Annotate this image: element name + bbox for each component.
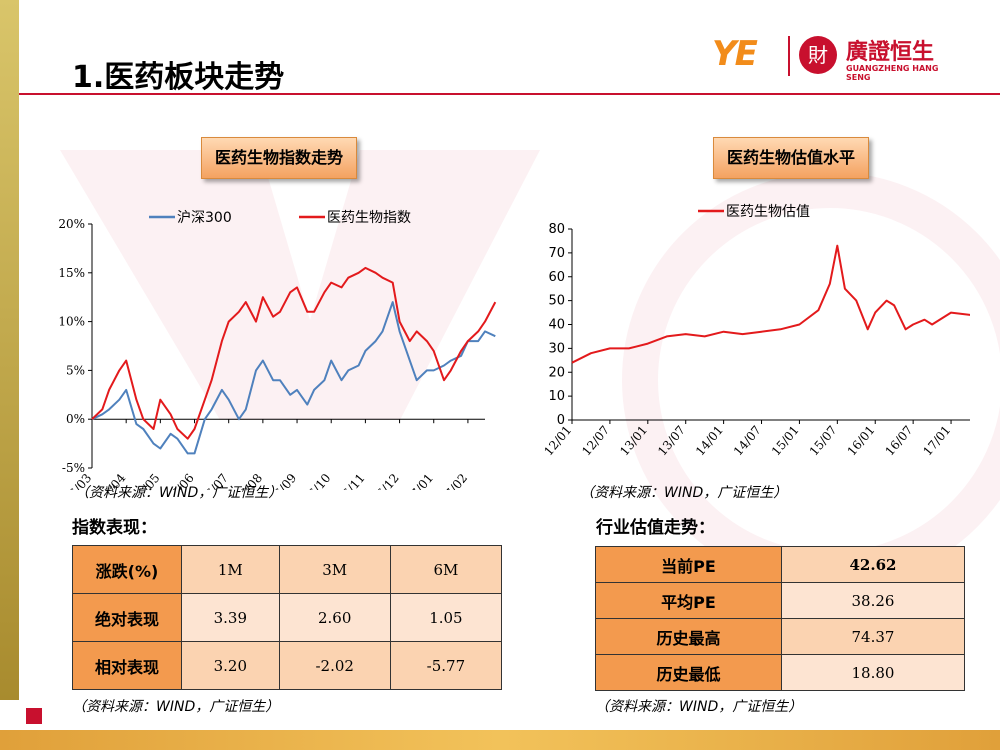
left-chart-source: （资料来源：WIND，广证恒生） [75,485,283,501]
x-tick-label: 15/07 [807,423,840,458]
x-tick-label: 16/10 [301,471,334,490]
table-header-row: 涨跌(%) 1M 3M 6M [72,545,503,594]
x-tick-label: 13/07 [655,423,688,458]
left-chart-heading: 医药生物指数走势 [201,137,358,179]
valuation-table: 当前PE 42.62 平均PE 38.26 历史最高 74.37 历史最低 18… [595,546,965,691]
y-tick-label: 40 [548,318,565,333]
table-row: 历史最高 74.37 [595,618,965,655]
row-label: 历史最高 [595,618,782,655]
valuation-source: （资料来源：WIND，广证恒生） [595,699,803,715]
table-cell: 74.37 [781,618,965,655]
table-cell: -5.77 [389,641,503,690]
table-row: 当前PE 42.62 [595,546,965,583]
x-tick-label: 16/12 [369,471,402,490]
y-tick-label: 0 [557,413,565,428]
title-divider [19,93,1000,95]
pharma-index-trend-chart: -5%0%5%10%15%20%16/03 16/04 16/05 16/06 16/0… [58,210,497,490]
table-header-cell: 3M [278,545,391,594]
table-row: 绝对表现 3.39 2.60 1.05 [72,593,503,642]
row-label: 平均PE [595,582,782,619]
x-tick-label: 13/01 [617,423,650,458]
legend-label: 医药生物估值 [726,204,810,220]
valuation-subheading: 行业估值走势： [596,518,715,538]
table-cell: 3.20 [181,641,280,690]
x-tick-label: 17/01 [403,471,436,490]
x-tick-label: 14/07 [731,423,764,458]
x-tick-label: 16/07 [882,423,915,458]
table-row: 平均PE 38.26 [595,582,965,619]
series-line-0 [571,244,970,364]
table-row: 历史最低 18.80 [595,654,965,691]
left-accent-bar [0,0,19,700]
y-tick-label: 30 [548,341,565,356]
logo-name-en: GUANGZHENG HANG SENG [846,64,939,82]
series-line-1 [91,266,497,440]
x-tick-label: 15/01 [769,423,802,458]
logo-separator [788,36,790,76]
performance-table: 涨跌(%) 1M 3M 6M 绝对表现 3.39 2.60 1.05 相对表现 … [72,545,503,690]
table-header-cell: 6M [389,545,503,594]
y-tick-label: 60 [548,270,565,285]
y-tick-label: 10 [548,389,565,404]
company-logo: YE 財 廣證恒生 GUANGZHENG HANG SENG [712,30,962,82]
row-label: 相对表现 [72,641,182,690]
table-cell: 18.80 [781,654,965,691]
footer-bar [0,730,1000,750]
row-label: 当前PE [595,546,782,583]
logo-mark: YE [712,34,758,74]
y-tick-label: 5% [66,363,85,377]
y-tick-label: 70 [548,246,565,261]
performance-source: （资料来源：WIND，广证恒生） [72,699,280,715]
logo-seal-icon: 財 [799,36,837,74]
y-tick-label: 50 [548,294,565,309]
series-line-0 [91,301,496,455]
x-tick-label: 17/01 [920,423,953,458]
table-cell: 38.26 [781,582,965,619]
table-header-cell: 涨跌(%) [72,545,182,594]
legend-label: 医药生物指数 [327,210,411,226]
x-tick-label: 16/01 [845,423,878,458]
table-row: 相对表现 3.20 -2.02 -5.77 [72,641,503,690]
x-tick-label: 14/01 [693,423,726,458]
row-label: 历史最低 [595,654,782,691]
performance-subheading: 指数表现： [72,518,157,538]
y-tick-label: 20% [58,217,85,231]
x-tick-label: 12/07 [579,423,612,458]
table-header-cell: 1M [181,545,280,594]
logo-name: 廣證恒生 [846,40,935,65]
y-tick-label: 10% [58,315,85,329]
y-tick-label: -5% [62,461,85,475]
x-tick-label: 16/11 [335,471,368,490]
table-cell: 42.62 [781,546,965,583]
page-title: 1.医药板块走势 [72,60,285,95]
right-chart-source: （资料来源：WIND，广证恒生） [580,485,788,501]
y-tick-label: 20 [548,365,565,380]
row-label: 绝对表现 [72,593,182,642]
y-tick-label: 0% [66,412,85,426]
table-cell: -2.02 [278,641,391,690]
right-chart-heading: 医药生物估值水平 [713,137,870,179]
table-cell: 2.60 [278,593,391,642]
y-tick-label: 80 [548,222,565,237]
table-cell: 3.39 [181,593,280,642]
y-tick-label: 15% [58,266,85,280]
table-cell: 1.05 [389,593,503,642]
footer-square [26,708,42,724]
x-tick-label: 12/01 [541,423,574,458]
x-tick-label: 17/02 [437,471,470,490]
legend-label: 沪深300 [177,210,232,226]
